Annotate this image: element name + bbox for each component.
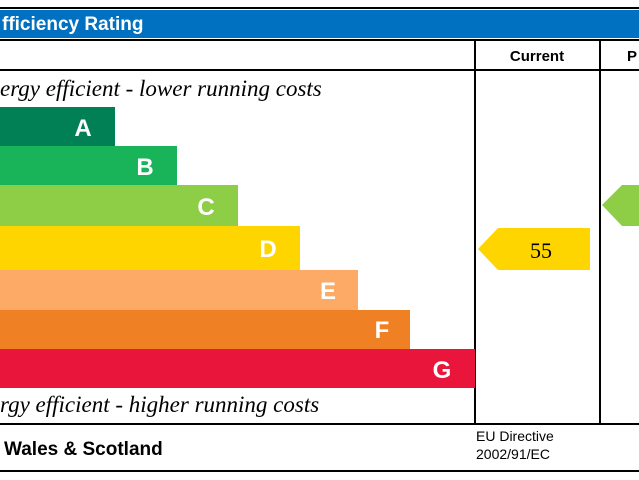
potential-arrow — [602, 185, 639, 226]
column-header: Current — [510, 48, 564, 65]
directive: 2002/91/EC — [476, 446, 550, 462]
region: Wales & Scotland — [4, 439, 163, 460]
band-bar — [0, 107, 115, 146]
band-bar — [0, 146, 177, 185]
band-letter: D — [259, 236, 276, 263]
column-header: P — [627, 48, 637, 65]
band-letter: F — [375, 317, 390, 344]
top-note: ergy efficient - lower running costs — [0, 76, 322, 101]
band-letter: C — [197, 194, 214, 221]
title-bar — [0, 10, 639, 38]
band-letter: B — [136, 154, 153, 181]
band-letter: A — [74, 115, 91, 142]
current-arrow — [478, 228, 590, 270]
band-bar — [0, 226, 300, 270]
title: fficiency Rating — [2, 14, 143, 35]
current-rating: 55 — [530, 238, 552, 263]
bands: A B C D E F G — [0, 107, 475, 388]
bottom-note: rgy efficient - higher running costs — [0, 392, 319, 417]
directive: EU Directive — [476, 428, 554, 444]
band-bar — [0, 185, 238, 226]
band-letter: E — [320, 278, 336, 305]
band-bar — [0, 270, 358, 310]
band-letter: G — [433, 357, 452, 384]
band-bar — [0, 349, 475, 388]
band-bar — [0, 310, 410, 349]
